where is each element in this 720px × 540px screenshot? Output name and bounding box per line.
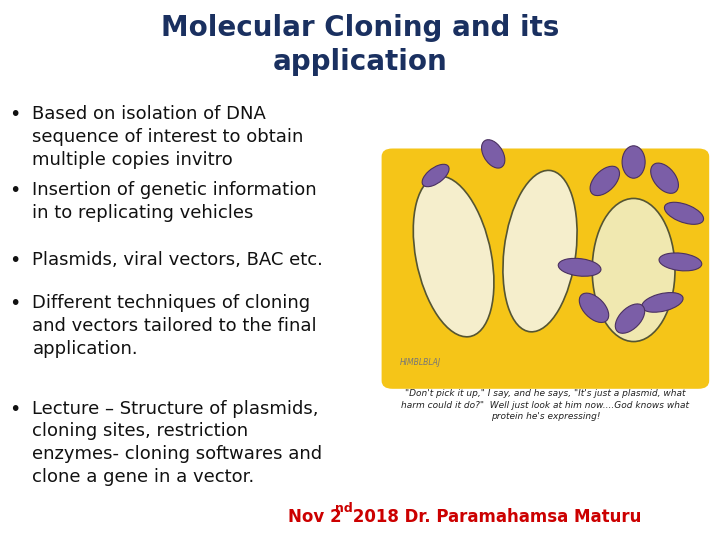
Ellipse shape [503,171,577,332]
Text: Different techniques of cloning
and vectors tailored to the final
application.: Different techniques of cloning and vect… [32,294,317,358]
Text: •: • [9,251,20,270]
Ellipse shape [622,146,645,178]
Text: nd: nd [335,502,353,515]
Ellipse shape [422,164,449,187]
Ellipse shape [558,258,601,276]
Text: HIMBLBLAJ: HIMBLBLAJ [400,358,441,367]
Text: •: • [9,181,20,200]
Ellipse shape [642,293,683,312]
Text: Insertion of genetic information
in to replicating vehicles: Insertion of genetic information in to r… [32,181,317,222]
Text: Nov 2: Nov 2 [288,509,341,526]
Text: •: • [9,105,20,124]
Text: Molecular Cloning and its
application: Molecular Cloning and its application [161,14,559,76]
Ellipse shape [659,253,702,271]
Text: •: • [9,400,20,419]
Text: 2018 Dr. Paramahamsa Maturu: 2018 Dr. Paramahamsa Maturu [347,509,642,526]
Ellipse shape [665,202,703,224]
Text: Plasmids, viral vectors, BAC etc.: Plasmids, viral vectors, BAC etc. [32,251,323,269]
Text: Lecture – Structure of plasmids,
cloning sites, restriction
enzymes- cloning sof: Lecture – Structure of plasmids, cloning… [32,400,323,487]
Ellipse shape [482,140,505,168]
Ellipse shape [413,176,494,337]
Text: "Don't pick it up," I say, and he says, "It's just a plasmid, what
harm could it: "Don't pick it up," I say, and he says, … [402,389,690,421]
Text: •: • [9,294,20,313]
Ellipse shape [590,166,619,195]
Ellipse shape [616,304,644,333]
FancyBboxPatch shape [382,148,709,389]
Ellipse shape [593,198,675,342]
Ellipse shape [580,293,608,322]
Ellipse shape [651,163,678,193]
Text: Based on isolation of DNA
sequence of interest to obtain
multiple copies invitro: Based on isolation of DNA sequence of in… [32,105,304,169]
